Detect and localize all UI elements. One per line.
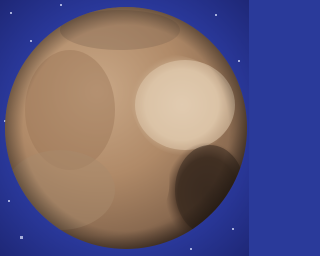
scene [0,0,249,256]
planet-limb [5,7,247,249]
page [0,0,249,256]
